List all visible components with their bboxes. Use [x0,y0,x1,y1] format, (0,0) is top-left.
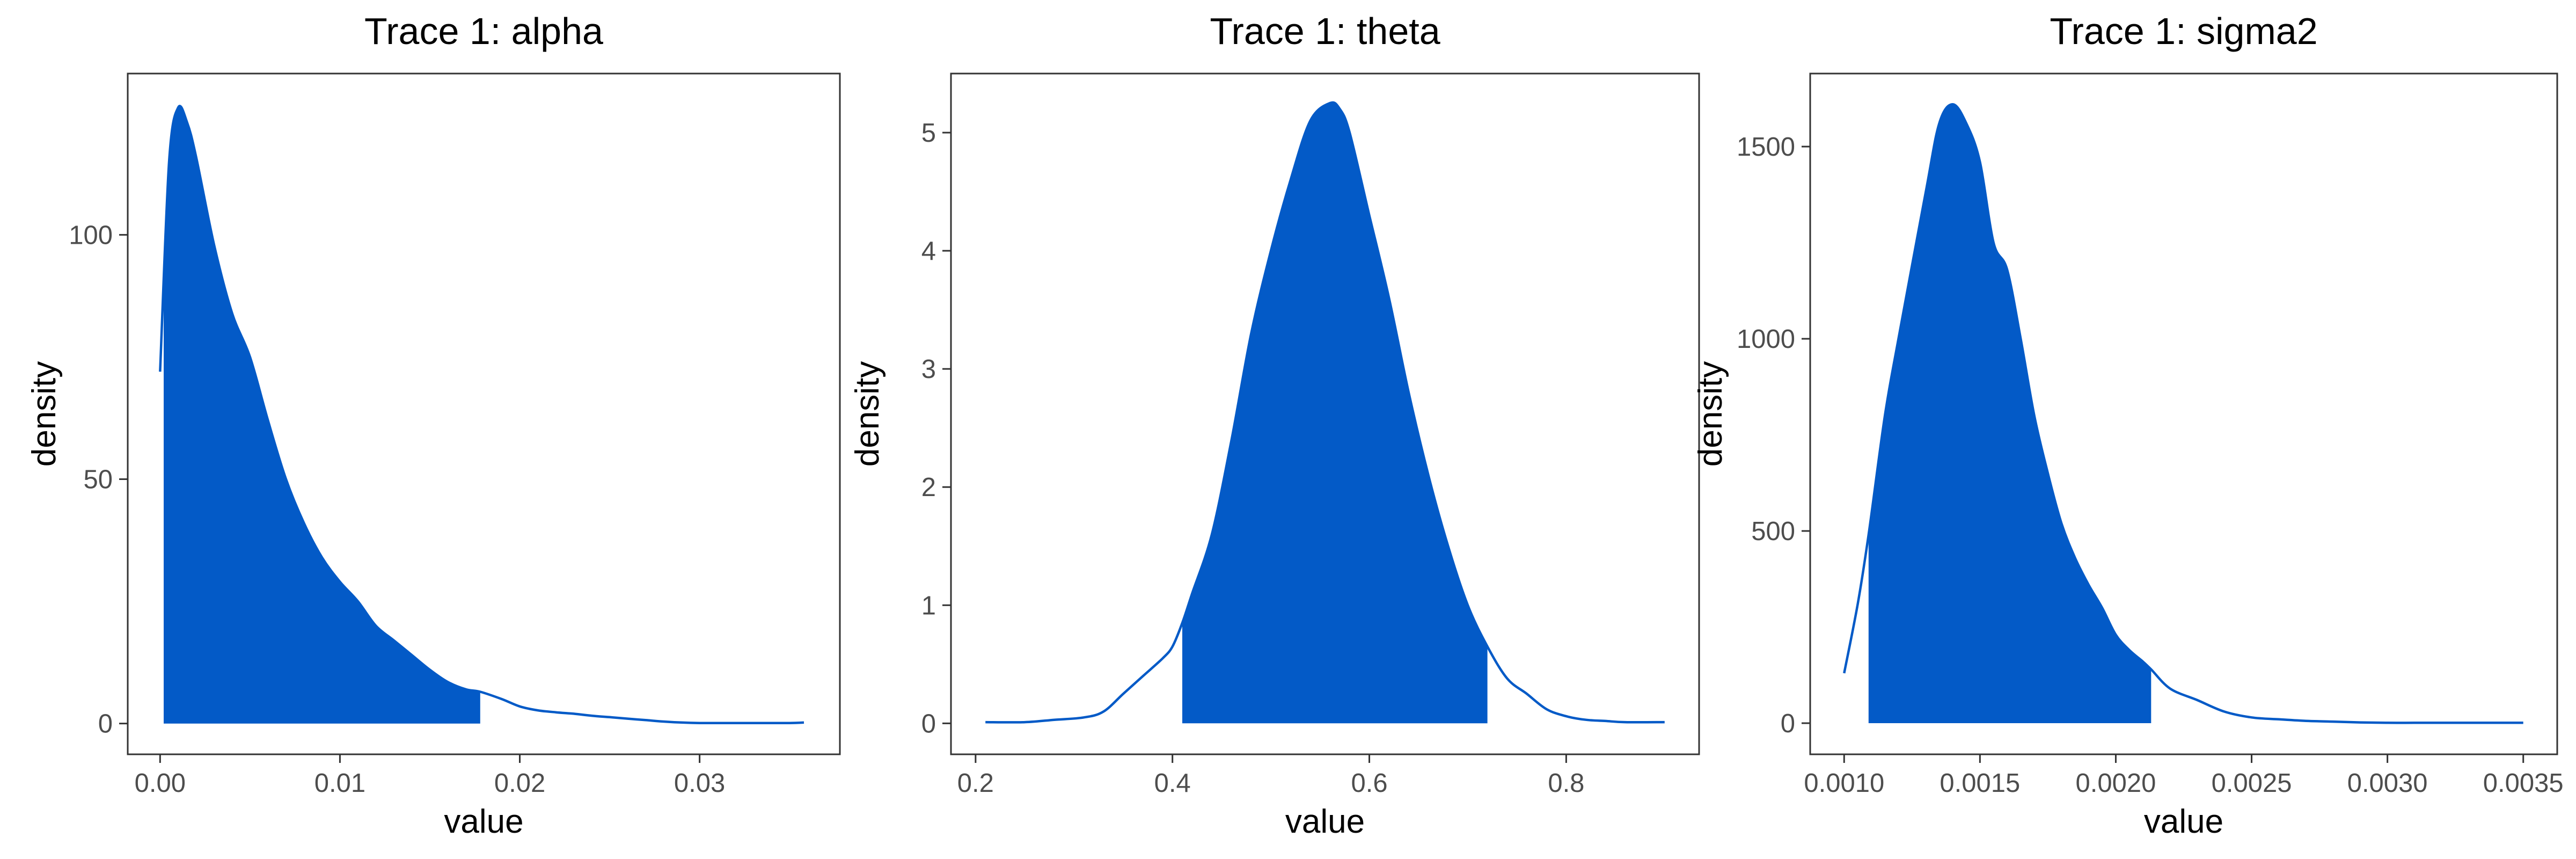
x-axis-label-sigma2: value [2144,803,2223,840]
x-tick-label-sigma2: 0.0020 [2076,769,2156,798]
y-tick-label-theta: 4 [921,237,936,266]
y-tick-label-sigma2: 500 [1751,517,1795,546]
x-axis-label-theta: value [1285,803,1365,840]
x-tick-label-alpha: 0.02 [494,769,545,798]
chart-title-theta: Trace 1: theta [1210,10,1440,52]
x-axis-label-alpha: value [444,803,523,840]
y-tick-label-theta: 2 [921,473,936,502]
x-tick-label-theta: 0.8 [1548,769,1584,798]
x-tick-label-theta: 0.6 [1351,769,1387,798]
y-tick-label-sigma2: 1000 [1737,325,1795,354]
x-tick-label-alpha: 0.00 [135,769,186,798]
chart-title-sigma2: Trace 1: sigma2 [2050,10,2317,52]
x-tick-label-sigma2: 0.0015 [1940,769,2020,798]
x-tick-label-sigma2: 0.0030 [2347,769,2428,798]
x-tick-label-alpha: 0.01 [314,769,365,798]
chart-panel-alpha: 0.00 0.01 0.02 0.03 0 50 100 Trace 1: alpha valu… [26,10,841,840]
y-tick-label-theta: 5 [921,119,936,148]
panel-border-sigma2 [1809,72,2558,755]
x-tick-label-sigma2: 0.0035 [2483,769,2564,798]
panel-border-theta [950,72,1700,755]
x-tick-label-theta: 0.2 [957,769,994,798]
density-area-theta [1182,102,1488,724]
y-axis-label-theta: density [849,361,886,467]
x-tick-label-alpha: 0.03 [674,769,725,798]
density-area-alpha [164,106,480,724]
y-tick-label-theta: 1 [921,591,936,620]
y-tick-label-sigma2: 1500 [1737,133,1795,162]
y-tick-label-alpha: 50 [83,465,113,494]
x-tick-label-sigma2: 0.0025 [2212,769,2292,798]
density-area-sigma2 [1868,104,2151,723]
y-axis-label-alpha: density [26,361,63,467]
x-tick-label-theta: 0.4 [1154,769,1191,798]
density-line-alpha [159,105,804,725]
y-tick-label-theta: 0 [921,709,936,738]
chart-title-alpha: Trace 1: alpha [364,10,603,52]
chart-panel-sigma2: 0.0010 0.0015 0.0020 0.0025 0.0030 0.0035 0 500… [1692,10,2564,840]
chart-panel-theta: 0.2 0.4 0.6 0.8 0 1 2 3 4 5 Trace 1: theta value den… [849,10,1700,840]
density-line-sigma2 [1843,103,2523,724]
y-tick-label-alpha: 0 [98,710,113,739]
y-tick-label-theta: 3 [921,355,936,384]
density-line-theta [985,101,1665,724]
panel-border-alpha [127,72,841,755]
y-tick-label-alpha: 100 [69,221,113,250]
x-tick-label-sigma2: 0.0010 [1804,769,1884,798]
y-tick-label-sigma2: 0 [1781,709,1795,738]
y-axis-label-sigma2: density [1692,361,1729,467]
